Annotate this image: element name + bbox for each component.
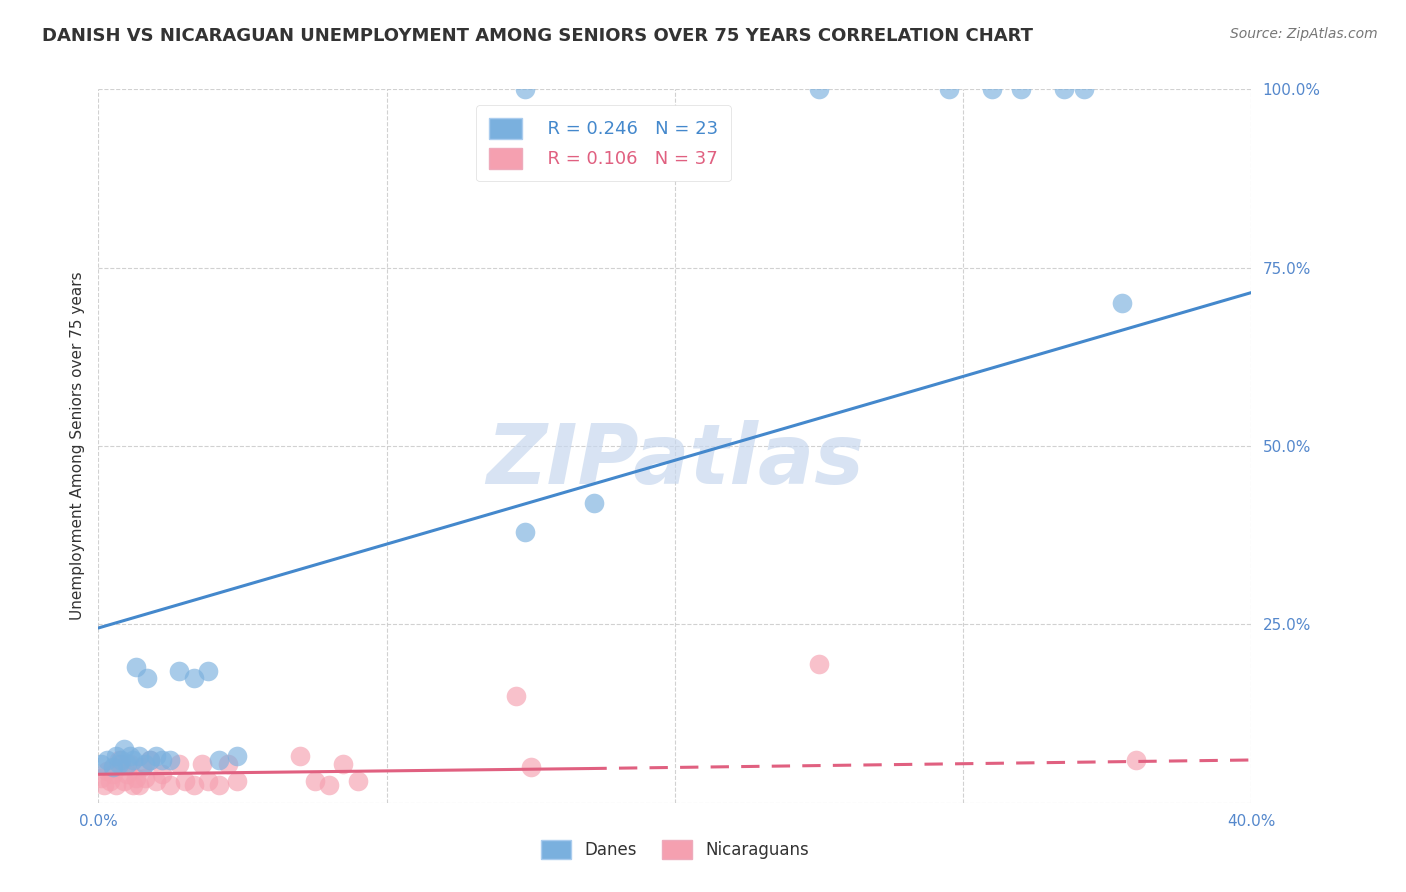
Point xyxy=(1111,296,1133,310)
Point xyxy=(938,82,960,96)
Point xyxy=(117,767,138,781)
Point xyxy=(208,778,231,792)
Point xyxy=(304,774,326,789)
Point xyxy=(583,496,606,510)
Point xyxy=(1073,82,1095,96)
Point xyxy=(125,771,148,785)
Point xyxy=(217,756,239,771)
Point xyxy=(346,774,368,789)
Text: Source: ZipAtlas.com: Source: ZipAtlas.com xyxy=(1230,27,1378,41)
Point xyxy=(183,671,205,685)
Y-axis label: Unemployment Among Seniors over 75 years: Unemployment Among Seniors over 75 years xyxy=(69,272,84,620)
Point xyxy=(208,753,231,767)
Point xyxy=(191,756,214,771)
Point xyxy=(128,778,150,792)
Point xyxy=(120,749,142,764)
Point xyxy=(225,774,247,789)
Point xyxy=(520,760,543,774)
Legend: Danes, Nicaraguans: Danes, Nicaraguans xyxy=(534,833,815,866)
Point xyxy=(107,756,129,771)
Point xyxy=(134,771,156,785)
Point xyxy=(90,756,112,771)
Point xyxy=(167,664,190,678)
Point xyxy=(318,778,340,792)
Point xyxy=(290,749,312,764)
Point xyxy=(96,753,118,767)
Point xyxy=(101,760,124,774)
Point xyxy=(120,756,142,771)
Point xyxy=(981,82,1004,96)
Point xyxy=(1010,82,1032,96)
Point xyxy=(513,82,536,96)
Point xyxy=(112,774,135,789)
Point xyxy=(807,82,830,96)
Point xyxy=(131,760,153,774)
Point xyxy=(145,774,167,789)
Point xyxy=(98,774,121,789)
Point xyxy=(125,660,148,674)
Point xyxy=(807,657,830,671)
Point xyxy=(122,778,145,792)
Point xyxy=(110,753,132,767)
Point xyxy=(104,749,127,764)
Point xyxy=(167,756,190,771)
Point xyxy=(136,671,159,685)
Point xyxy=(513,524,536,539)
Point xyxy=(90,771,112,785)
Point xyxy=(128,749,150,764)
Point xyxy=(1125,753,1147,767)
Point xyxy=(1053,82,1076,96)
Point xyxy=(139,753,162,767)
Point xyxy=(150,767,173,781)
Point xyxy=(332,756,354,771)
Text: DANISH VS NICARAGUAN UNEMPLOYMENT AMONG SENIORS OVER 75 YEARS CORRELATION CHART: DANISH VS NICARAGUAN UNEMPLOYMENT AMONG … xyxy=(42,27,1033,45)
Text: ZIPatlas: ZIPatlas xyxy=(486,420,863,500)
Point xyxy=(101,767,124,781)
Point xyxy=(93,778,115,792)
Point xyxy=(197,774,219,789)
Point xyxy=(117,756,138,771)
Point xyxy=(197,664,219,678)
Point xyxy=(107,753,129,767)
Point xyxy=(104,778,127,792)
Point xyxy=(225,749,247,764)
Point xyxy=(145,749,167,764)
Point xyxy=(112,742,135,756)
Point xyxy=(96,764,118,778)
Point xyxy=(122,753,145,767)
Point xyxy=(110,756,132,771)
Point xyxy=(174,774,197,789)
Point xyxy=(159,778,181,792)
Point xyxy=(183,778,205,792)
Point xyxy=(150,753,173,767)
Point xyxy=(159,753,181,767)
Point xyxy=(134,756,156,771)
Point xyxy=(139,753,162,767)
Point xyxy=(505,689,527,703)
